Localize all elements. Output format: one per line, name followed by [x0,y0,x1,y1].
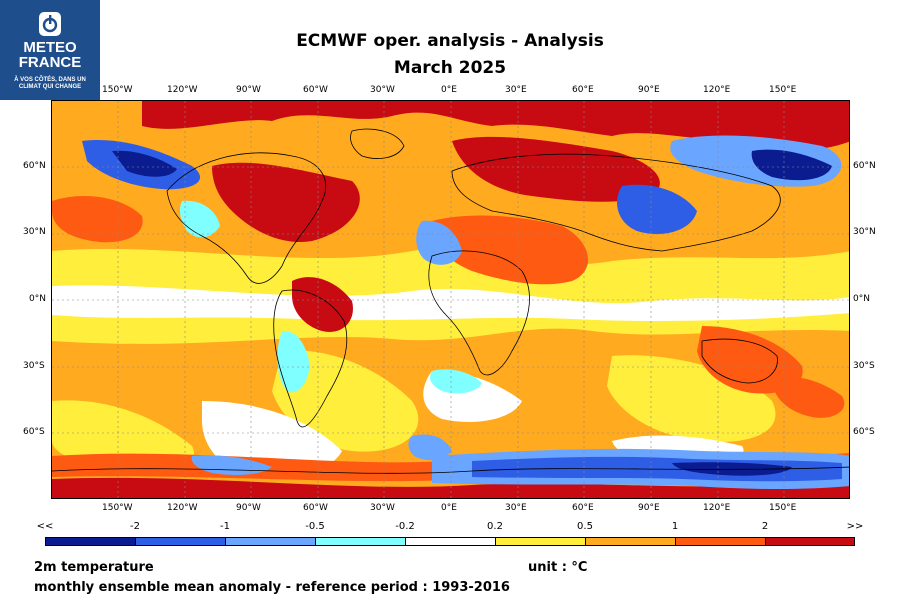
lat-label: 30°N [853,227,876,237]
lon-label: 60°E [572,503,594,513]
anomaly-map-svg [52,101,849,498]
colorbar-label: 0.5 [577,521,593,532]
lon-label: 60°E [572,85,594,95]
cool-anomalies [82,135,849,490]
lat-label: 30°N [23,227,46,237]
lon-label: 150°E [769,503,797,513]
variable-name: 2m temperature [34,560,154,575]
colorbar-segment [45,537,136,546]
lat-label: 60°N [853,161,876,171]
logo-name-line1: METEO [23,39,77,56]
lon-label: 60°W [303,85,328,95]
lon-label: 0°E [441,503,457,513]
lon-label: 60°W [303,503,328,513]
lat-label: 30°S [853,361,875,371]
lon-label: 150°W [102,503,133,513]
lon-label: 150°E [769,85,797,95]
lat-label: 0°N [29,294,46,304]
logo-name-line2: FRANCE [18,54,82,71]
logo-name: METEO FRANCE [0,40,100,70]
colorbar-segment [495,537,586,546]
lat-label: 60°S [853,427,875,437]
colorbar-label: -0.5 [305,521,325,532]
lat-label: 30°S [23,361,45,371]
lon-label: 90°E [638,85,660,95]
map-subtitle: March 2025 [393,58,507,78]
meteo-france-logo: METEO FRANCE À VOS CÔTÉS, DANS UN CLIMAT… [0,0,100,100]
lat-label: 0°N [853,294,870,304]
colorbar-segment [225,537,316,546]
colorbar-label: >> [846,521,864,532]
colorbar-label: << [36,521,54,532]
meteo-france-emblem-icon [39,12,61,36]
lon-label: 90°E [638,503,660,513]
lon-label: 90°W [236,503,261,513]
logo-tagline-line2: CLIMAT QUI CHANGE [18,84,82,90]
lon-label: 0°E [441,85,457,95]
colorbar-segment [765,537,855,546]
logo-tagline-line1: À VOS CÔTÉS, DANS UN [14,77,86,83]
colorbar-segment [585,537,676,546]
unit-label: unit : °C [528,560,588,575]
colorbar-label: -0.2 [395,521,415,532]
lon-label: 120°W [167,85,198,95]
colorbar-segment [405,537,496,546]
colorbar-label: 1 [671,521,679,532]
coastline-outlines [52,128,849,474]
lon-label: 30°E [505,503,527,513]
colorbar-segment [675,537,766,546]
anomaly-map [51,100,850,499]
lat-label: 60°N [23,161,46,171]
lon-label: 90°W [236,85,261,95]
colorbar-segment [135,537,226,546]
lon-label: 30°W [370,503,395,513]
colorbar-label: -1 [220,521,230,532]
lon-label: 120°E [703,503,731,513]
lat-label: 60°S [23,427,45,437]
colorbar-label: 2 [761,521,769,532]
lon-label: 120°W [167,503,198,513]
logo-tagline: À VOS CÔTÉS, DANS UN CLIMAT QUI CHANGE [0,77,100,91]
lon-label: 30°W [370,85,395,95]
anomaly-description: monthly ensemble mean anomaly - referenc… [34,580,510,595]
colorbar-label: 0.2 [487,521,503,532]
colorbar-segment [315,537,406,546]
graticule [52,101,849,498]
lon-label: 150°W [102,85,133,95]
map-title: ECMWF oper. analysis - Analysis [296,31,604,51]
lon-label: 120°E [703,85,731,95]
colorbar-label: -2 [130,521,140,532]
lon-label: 30°E [505,85,527,95]
